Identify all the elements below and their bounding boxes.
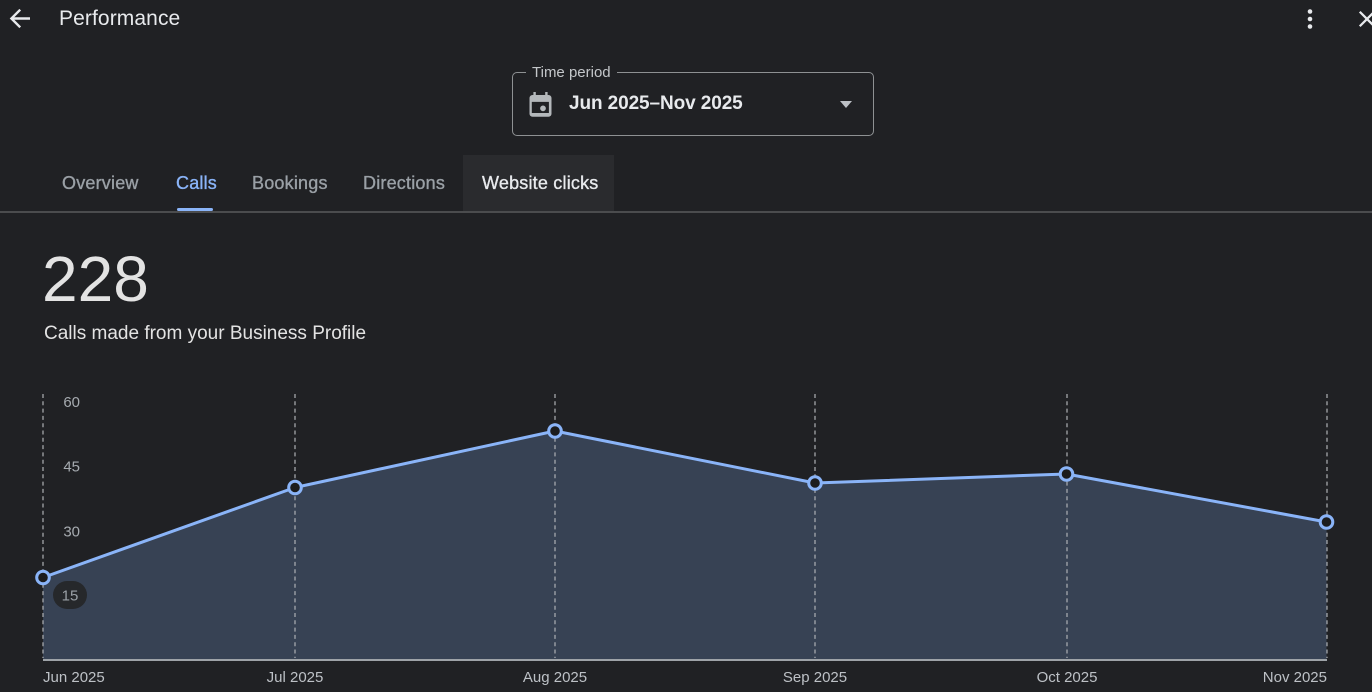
svg-text:Oct 2025: Oct 2025 (1037, 669, 1098, 686)
svg-text:Nov 2025: Nov 2025 (1263, 669, 1327, 686)
svg-text:Jun 2025: Jun 2025 (43, 669, 105, 686)
svg-text:Jul 2025: Jul 2025 (267, 669, 324, 686)
svg-text:15: 15 (62, 588, 79, 605)
svg-text:30: 30 (63, 524, 80, 541)
svg-text:Sep 2025: Sep 2025 (783, 669, 847, 686)
svg-text:Aug 2025: Aug 2025 (523, 669, 587, 686)
svg-text:45: 45 (63, 459, 80, 476)
svg-text:60: 60 (63, 394, 80, 411)
